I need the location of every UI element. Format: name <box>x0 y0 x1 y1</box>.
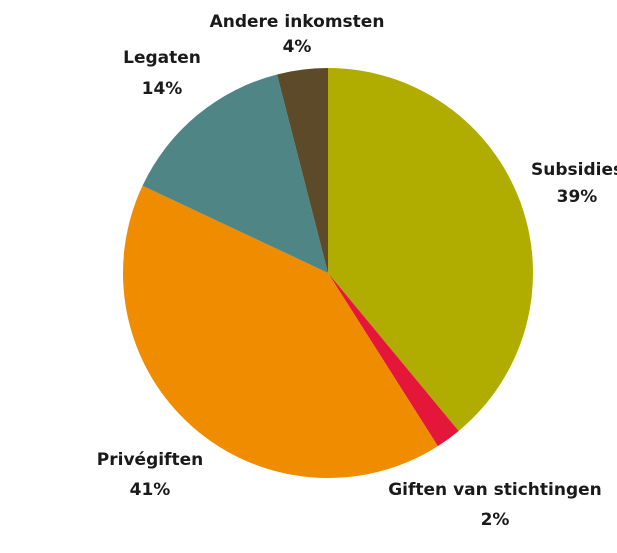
pie-slice <box>277 68 328 273</box>
pie-slice <box>123 185 438 478</box>
slice-value-label: 41% <box>130 480 171 500</box>
slice-label: Giften van stichtingen <box>388 480 602 500</box>
slice-label: Andere inkomsten <box>210 12 385 32</box>
slice-value-label: 39% <box>557 187 598 207</box>
slice-label: Privégiften <box>97 450 203 470</box>
slice-label: Subsidies <box>531 160 617 180</box>
slice-value-label: 14% <box>142 79 183 99</box>
slice-value-label: 2% <box>481 510 510 530</box>
pie-slice <box>142 74 328 273</box>
pie-slice <box>328 273 459 447</box>
slice-label: Legaten <box>123 48 201 68</box>
pie-slice <box>328 68 533 431</box>
slice-value-label: 4% <box>283 37 312 57</box>
